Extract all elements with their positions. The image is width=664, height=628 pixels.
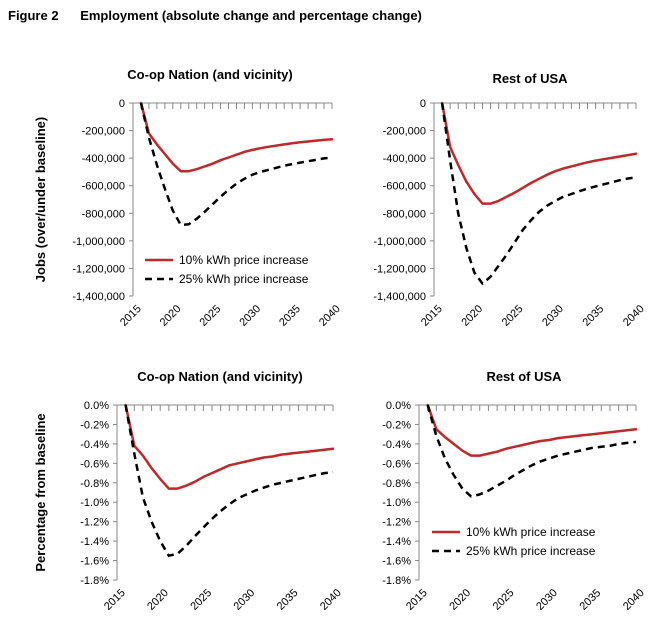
x-tick-label: 2020 xyxy=(447,587,473,613)
y-tick-label: -0.2% xyxy=(382,419,411,431)
x-tick-label: 2025 xyxy=(188,587,214,613)
series-line-10pct xyxy=(440,101,638,205)
x-tick-label: 2030 xyxy=(232,587,258,613)
chart-title: Co-op Nation (and vicinity) xyxy=(127,67,292,82)
y-tick-label: -1.6% xyxy=(382,556,411,568)
y-tick-label: -800,000 xyxy=(383,208,426,220)
x-tick-label: 2040 xyxy=(318,587,344,613)
x-tick-label: 2015 xyxy=(419,303,445,329)
chart-3: Co-op Nation (and vicinity) Percentage fr… xyxy=(33,369,344,613)
series-line-25pct xyxy=(440,102,637,285)
series-line-25pct xyxy=(139,102,333,227)
chart-4: Rest of USA 0.0% -0.2% -0.4% -0.6% -0.8% -1.0%… xyxy=(382,369,647,613)
chart-1: Co-op Nation (and vicinity) Jobs (over/un… xyxy=(33,67,343,329)
y-tick-label: -0.4% xyxy=(80,439,109,451)
x-tick-label: 2040 xyxy=(621,303,647,329)
y-tick-label: -800,000 xyxy=(82,208,125,220)
x-tick-label: 2025 xyxy=(491,587,517,613)
chart-2: Rest of USA 0 -200,000 -400,000 -600,000 -800… xyxy=(373,71,646,329)
x-tick-label: 2035 xyxy=(277,303,303,329)
x-tick-label: 2035 xyxy=(578,587,604,613)
y-tick-label: -1.0% xyxy=(80,497,109,509)
y-tick-label: -200,000 xyxy=(82,126,125,138)
y-tick-label: -400,000 xyxy=(383,153,426,165)
y-tick-label: -1,200,000 xyxy=(373,263,426,275)
series-line-25pct xyxy=(426,404,637,498)
y-tick-label: -200,000 xyxy=(383,126,426,138)
legend-label: 25% kWh price increase xyxy=(466,544,596,558)
y-tick-label: -0.4% xyxy=(382,439,411,451)
figure-header: Figure 2 Employment (absolute change and… xyxy=(8,8,422,23)
y-tick-label: -1,400,000 xyxy=(373,291,426,303)
x-tick-label: 2030 xyxy=(540,303,566,329)
x-tick-label: 2015 xyxy=(118,303,144,329)
legend-label: 25% kWh price increase xyxy=(179,272,309,286)
y-tick-label: 0.0% xyxy=(84,400,109,412)
y-tick-label: -600,000 xyxy=(82,181,125,193)
chart-title: Co-op Nation (and vicinity) xyxy=(137,369,302,384)
y-tick-label: -1,000,000 xyxy=(72,236,125,248)
y-tick-label: -0.8% xyxy=(382,478,411,490)
y-tick-label: -1.8% xyxy=(382,575,411,587)
y-tick-label: -0.2% xyxy=(80,419,109,431)
legend: 10% kWh price increase 25% kWh price incr… xyxy=(145,253,309,286)
y-tick-label: 0 xyxy=(420,98,426,110)
y-tick-label: -0.6% xyxy=(382,458,411,470)
series-line-25pct xyxy=(124,404,334,557)
legend-label: 10% kWh price increase xyxy=(179,253,309,267)
x-tick-label: 2020 xyxy=(459,303,485,329)
x-tick-label: 2035 xyxy=(581,303,607,329)
y-tick-label: -1.4% xyxy=(80,536,109,548)
series-line-10pct xyxy=(426,403,638,457)
y-tick-label: -1.0% xyxy=(382,497,411,509)
chart-title: Rest of USA xyxy=(492,71,568,86)
legend-label: 10% kWh price increase xyxy=(466,525,596,539)
legend: 10% kWh price increase 25% kWh price incr… xyxy=(432,525,596,558)
x-tick-label: 2020 xyxy=(145,587,171,613)
y-tick-label: -1.6% xyxy=(80,556,109,568)
y-tick-label: -1,400,000 xyxy=(72,291,125,303)
y-axis-label: Jobs (over/under baseline) xyxy=(33,117,48,282)
y-tick-label: -1.2% xyxy=(80,517,109,529)
y-tick-label: -400,000 xyxy=(82,153,125,165)
x-tick-label: 2025 xyxy=(500,303,526,329)
x-tick-label: 2020 xyxy=(158,303,184,329)
y-tick-label: -600,000 xyxy=(383,181,426,193)
x-tick-label: 2040 xyxy=(621,587,647,613)
y-tick-label: 0.0% xyxy=(386,400,411,412)
y-tick-label: -1.2% xyxy=(382,517,411,529)
y-axis-label: Percentage from baseline xyxy=(33,413,48,571)
y-tick-label: -0.8% xyxy=(80,478,109,490)
chart-title: Rest of USA xyxy=(486,369,562,384)
x-tick-label: 2035 xyxy=(275,587,301,613)
figure-number: Figure 2 xyxy=(8,8,59,23)
y-tick-label: -0.6% xyxy=(80,458,109,470)
x-tick-label: 2015 xyxy=(102,587,128,613)
x-tick-label: 2015 xyxy=(404,587,430,613)
x-tick-label: 2030 xyxy=(237,303,263,329)
y-tick-label: -1.4% xyxy=(382,536,411,548)
series-line-10pct xyxy=(124,403,335,490)
y-tick-label: -1,000,000 xyxy=(373,236,426,248)
y-tick-label: -1.8% xyxy=(80,575,109,587)
figure-title: Employment (absolute change and percenta… xyxy=(80,8,422,23)
y-tick-label: 0 xyxy=(119,98,125,110)
series-line-10pct xyxy=(139,101,334,173)
x-tick-label: 2025 xyxy=(198,303,224,329)
x-tick-label: 2030 xyxy=(534,587,560,613)
x-tick-label: 2040 xyxy=(317,303,343,329)
y-tick-label: -1,200,000 xyxy=(72,263,125,275)
